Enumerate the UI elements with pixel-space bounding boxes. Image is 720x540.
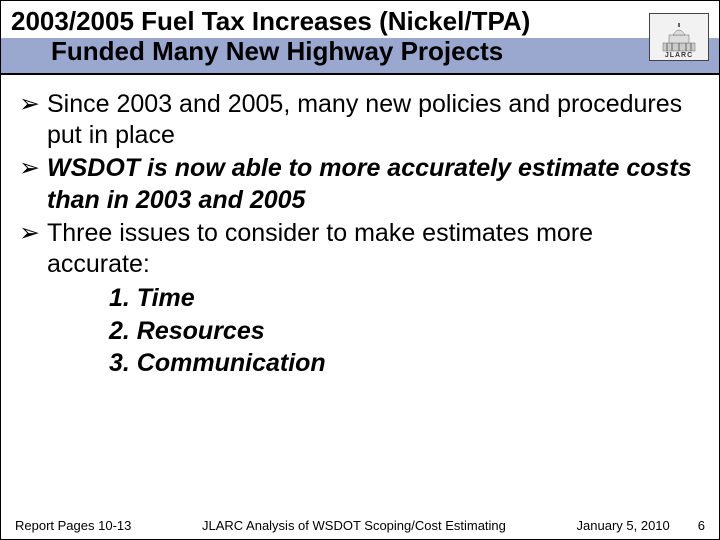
bullet-item: ➢ WSDOT is now able to more accurately e… — [19, 153, 701, 216]
footer-center-text: JLARC Analysis of WSDOT Scoping/Cost Est… — [131, 518, 576, 533]
slide-footer: Report Pages 10-13 JLARC Analysis of WSD… — [1, 518, 719, 533]
bullet-item: ➢ Since 2003 and 2005, many new policies… — [19, 89, 701, 152]
footer-report-pages: Report Pages 10-13 — [15, 518, 131, 533]
bullet-marker-icon: ➢ — [19, 218, 47, 281]
slide-header: 2003/2005 Fuel Tax Increases (Nickel/TPA… — [1, 1, 719, 75]
bullet-text: Since 2003 and 2005, many new policies a… — [47, 89, 701, 152]
sub-item: 2. Resources — [19, 315, 701, 348]
logo-label: JLARC — [665, 52, 693, 59]
slide-body: ➢ Since 2003 and 2005, many new policies… — [1, 75, 719, 380]
header-content: 2003/2005 Fuel Tax Increases (Nickel/TPA… — [11, 7, 709, 67]
slide-container: 2003/2005 Fuel Tax Increases (Nickel/TPA… — [0, 0, 720, 540]
title-line-1: 2003/2005 Fuel Tax Increases (Nickel/TPA… — [11, 6, 530, 36]
sub-item: 1. Time — [19, 282, 701, 315]
bullet-item: ➢ Three issues to consider to make estim… — [19, 218, 701, 281]
capitol-icon — [657, 21, 701, 53]
footer-page-number: 6 — [698, 518, 705, 533]
footer-date: January 5, 2010 — [577, 518, 670, 533]
bullet-marker-icon: ➢ — [19, 153, 47, 216]
jlarc-logo: JLARC — [649, 13, 709, 61]
bullet-text: WSDOT is now able to more accurately est… — [47, 153, 701, 216]
sub-item: 3. Communication — [19, 347, 701, 380]
title-line-2: Funded Many New Highway Projects — [11, 37, 649, 67]
bullet-text: Three issues to consider to make estimat… — [47, 218, 701, 281]
slide-title: 2003/2005 Fuel Tax Increases (Nickel/TPA… — [11, 7, 649, 67]
bullet-marker-icon: ➢ — [19, 89, 47, 152]
